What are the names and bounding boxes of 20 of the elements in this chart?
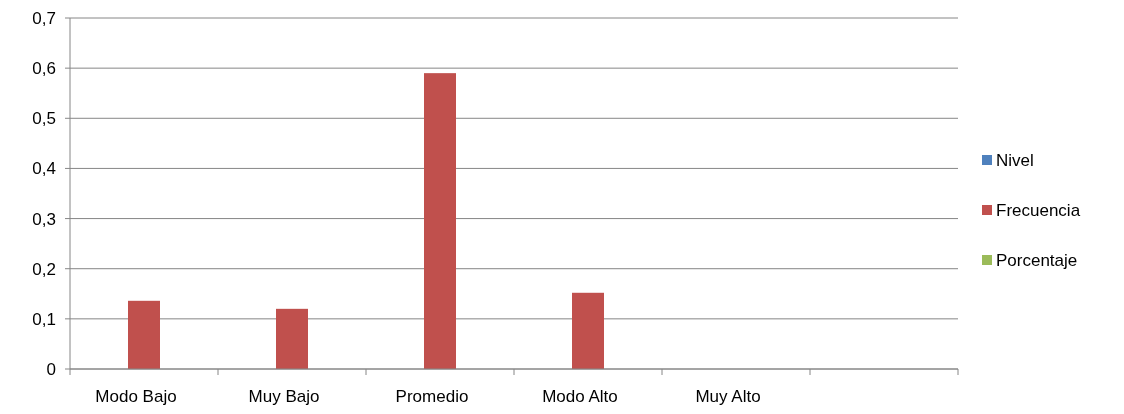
y-tick-label: 0,5 bbox=[32, 109, 56, 129]
legend-label: Porcentaje bbox=[996, 250, 1078, 270]
bar bbox=[572, 292, 604, 369]
y-tick-label: 0,1 bbox=[32, 309, 56, 329]
y-tick-label: 0 bbox=[46, 359, 56, 379]
x-tick-label: Modo Bajo bbox=[95, 387, 177, 406]
y-tick-label: 0,4 bbox=[32, 159, 56, 179]
bar bbox=[276, 308, 308, 369]
x-tick-label: Modo Alto bbox=[542, 387, 618, 406]
y-tick-label: 0,2 bbox=[32, 259, 56, 279]
y-tick-label: 0,3 bbox=[32, 209, 56, 229]
legend-label: Frecuencia bbox=[996, 200, 1081, 220]
y-tick-label: 0,6 bbox=[32, 59, 56, 79]
bar bbox=[128, 300, 160, 369]
x-tick-label: Promedio bbox=[395, 387, 469, 406]
y-tick-label: 0,7 bbox=[32, 8, 56, 28]
bar bbox=[424, 73, 456, 369]
x-tick-label: Muy Bajo bbox=[248, 387, 320, 406]
legend-label: Nivel bbox=[996, 150, 1034, 170]
x-tick-label: Muy Alto bbox=[695, 387, 761, 406]
